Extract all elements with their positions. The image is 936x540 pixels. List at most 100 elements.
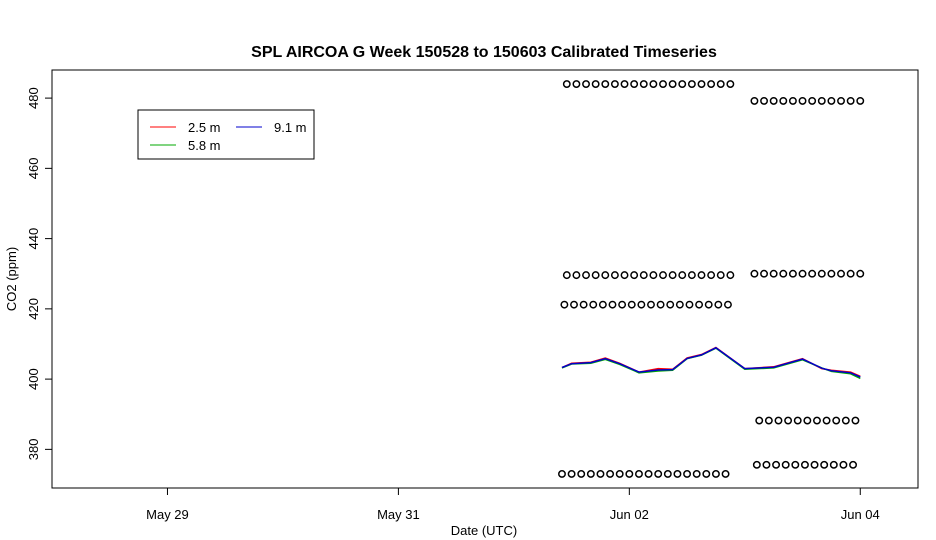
calibration-marker (829, 460, 838, 469)
calibration-marker (608, 300, 617, 309)
calibration-marker (779, 269, 788, 278)
x-tick-label: May 31 (377, 507, 420, 522)
calibration-marker (788, 96, 797, 105)
calibration-marker (637, 300, 646, 309)
calibration-marker (856, 96, 865, 105)
calibration-marker (591, 80, 600, 89)
calibration-marker (781, 460, 790, 469)
series-line-2-5-m (561, 346, 861, 377)
calibration-marker (755, 416, 764, 425)
calibration-marker (841, 416, 850, 425)
x-tick-label: Jun 04 (841, 507, 880, 522)
calibration-marker (668, 271, 677, 280)
calibration-marker (820, 460, 829, 469)
calibration-marker (625, 469, 634, 478)
calibration-marker (697, 271, 706, 280)
calibration-marker (615, 469, 624, 478)
y-tick-label: 380 (26, 439, 41, 461)
y-tick-label: 480 (26, 87, 41, 109)
calibration-marker (673, 469, 682, 478)
calibration-marker (707, 271, 716, 280)
legend-label: 5.8 m (188, 138, 221, 153)
calibration-marker (663, 469, 672, 478)
plot-frame (51, 69, 919, 489)
calibration-marker (598, 300, 607, 309)
calibration-marker (827, 269, 836, 278)
calibration-marker (647, 300, 655, 309)
calibration-marker (596, 469, 605, 478)
calibration-marker (666, 300, 675, 309)
calibration-marker (800, 460, 809, 469)
calibration-marker (837, 96, 845, 105)
calibration-marker (582, 271, 590, 280)
calibration-marker (579, 300, 588, 309)
calibration-marker (639, 271, 648, 280)
calibration-marker (760, 269, 768, 278)
calibration-marker (654, 469, 663, 478)
calibration-marker (856, 269, 865, 278)
y-tick-label: 440 (26, 228, 41, 250)
calibration-marker (764, 416, 773, 425)
calibration-markers (558, 80, 865, 478)
calibration-marker (678, 271, 687, 280)
calibration-marker (813, 416, 821, 425)
calibration-marker (649, 271, 658, 280)
calibration-marker (644, 469, 653, 478)
calibration-marker (620, 80, 629, 89)
calibration-marker (707, 80, 716, 89)
calibration-marker (716, 80, 725, 89)
calibration-marker (695, 300, 704, 309)
calibration-marker (750, 96, 759, 105)
calibration-marker (675, 300, 684, 309)
calibration-marker (683, 469, 692, 478)
calibration-marker (558, 469, 566, 478)
calibration-marker (567, 469, 576, 478)
y-axis-label: CO2 (ppm) (4, 247, 19, 311)
calibration-marker (627, 300, 636, 309)
calibration-marker (726, 271, 735, 280)
x-tick-label: Jun 02 (610, 507, 649, 522)
calibration-marker (769, 96, 778, 105)
series-lines (561, 346, 861, 380)
calibration-marker (798, 96, 807, 105)
calibration-marker (832, 416, 841, 425)
series-line-5-8-m (561, 347, 861, 380)
x-axis-label: Date (UTC) (451, 523, 517, 538)
calibration-marker (849, 460, 857, 469)
calibration-marker (762, 460, 771, 469)
calibration-marker (649, 80, 658, 89)
calibration-marker (687, 271, 696, 280)
calibration-marker (610, 80, 619, 89)
calibration-marker (711, 469, 720, 478)
calibration-marker (851, 416, 860, 425)
calibration-marker (702, 469, 711, 478)
x-axis: May 29 May 31 Jun 02 Jun 04 (146, 488, 880, 522)
calibration-marker (610, 271, 619, 280)
calibration-marker (601, 271, 610, 280)
calibration-marker (817, 96, 826, 105)
calibration-marker (793, 416, 802, 425)
calibration-marker (620, 271, 629, 280)
calibration-marker (721, 469, 730, 478)
calibration-marker (630, 80, 639, 89)
calibration-marker (822, 416, 831, 425)
calibration-marker (846, 96, 855, 105)
x-tick-label: May 29 (146, 507, 189, 522)
calibration-marker (752, 460, 761, 469)
calibration-marker (656, 300, 665, 309)
calibration-marker (668, 80, 677, 89)
chart-title: SPL AIRCOA G Week 150528 to 150603 Calib… (251, 44, 717, 61)
calibration-marker (630, 271, 639, 280)
y-axis: 380 400 420 440 460 480 (26, 87, 52, 460)
calibration-marker (726, 80, 735, 89)
legend-box (137, 109, 315, 160)
calibration-marker (562, 80, 571, 89)
calibration-marker (714, 300, 723, 309)
calibration-marker (591, 271, 600, 280)
calibration-marker (635, 469, 643, 478)
series-line-9-1-m (561, 346, 861, 378)
calibration-marker (760, 96, 768, 105)
calibration-marker (817, 269, 826, 278)
calibration-marker (808, 96, 817, 105)
calibration-marker (659, 80, 667, 89)
